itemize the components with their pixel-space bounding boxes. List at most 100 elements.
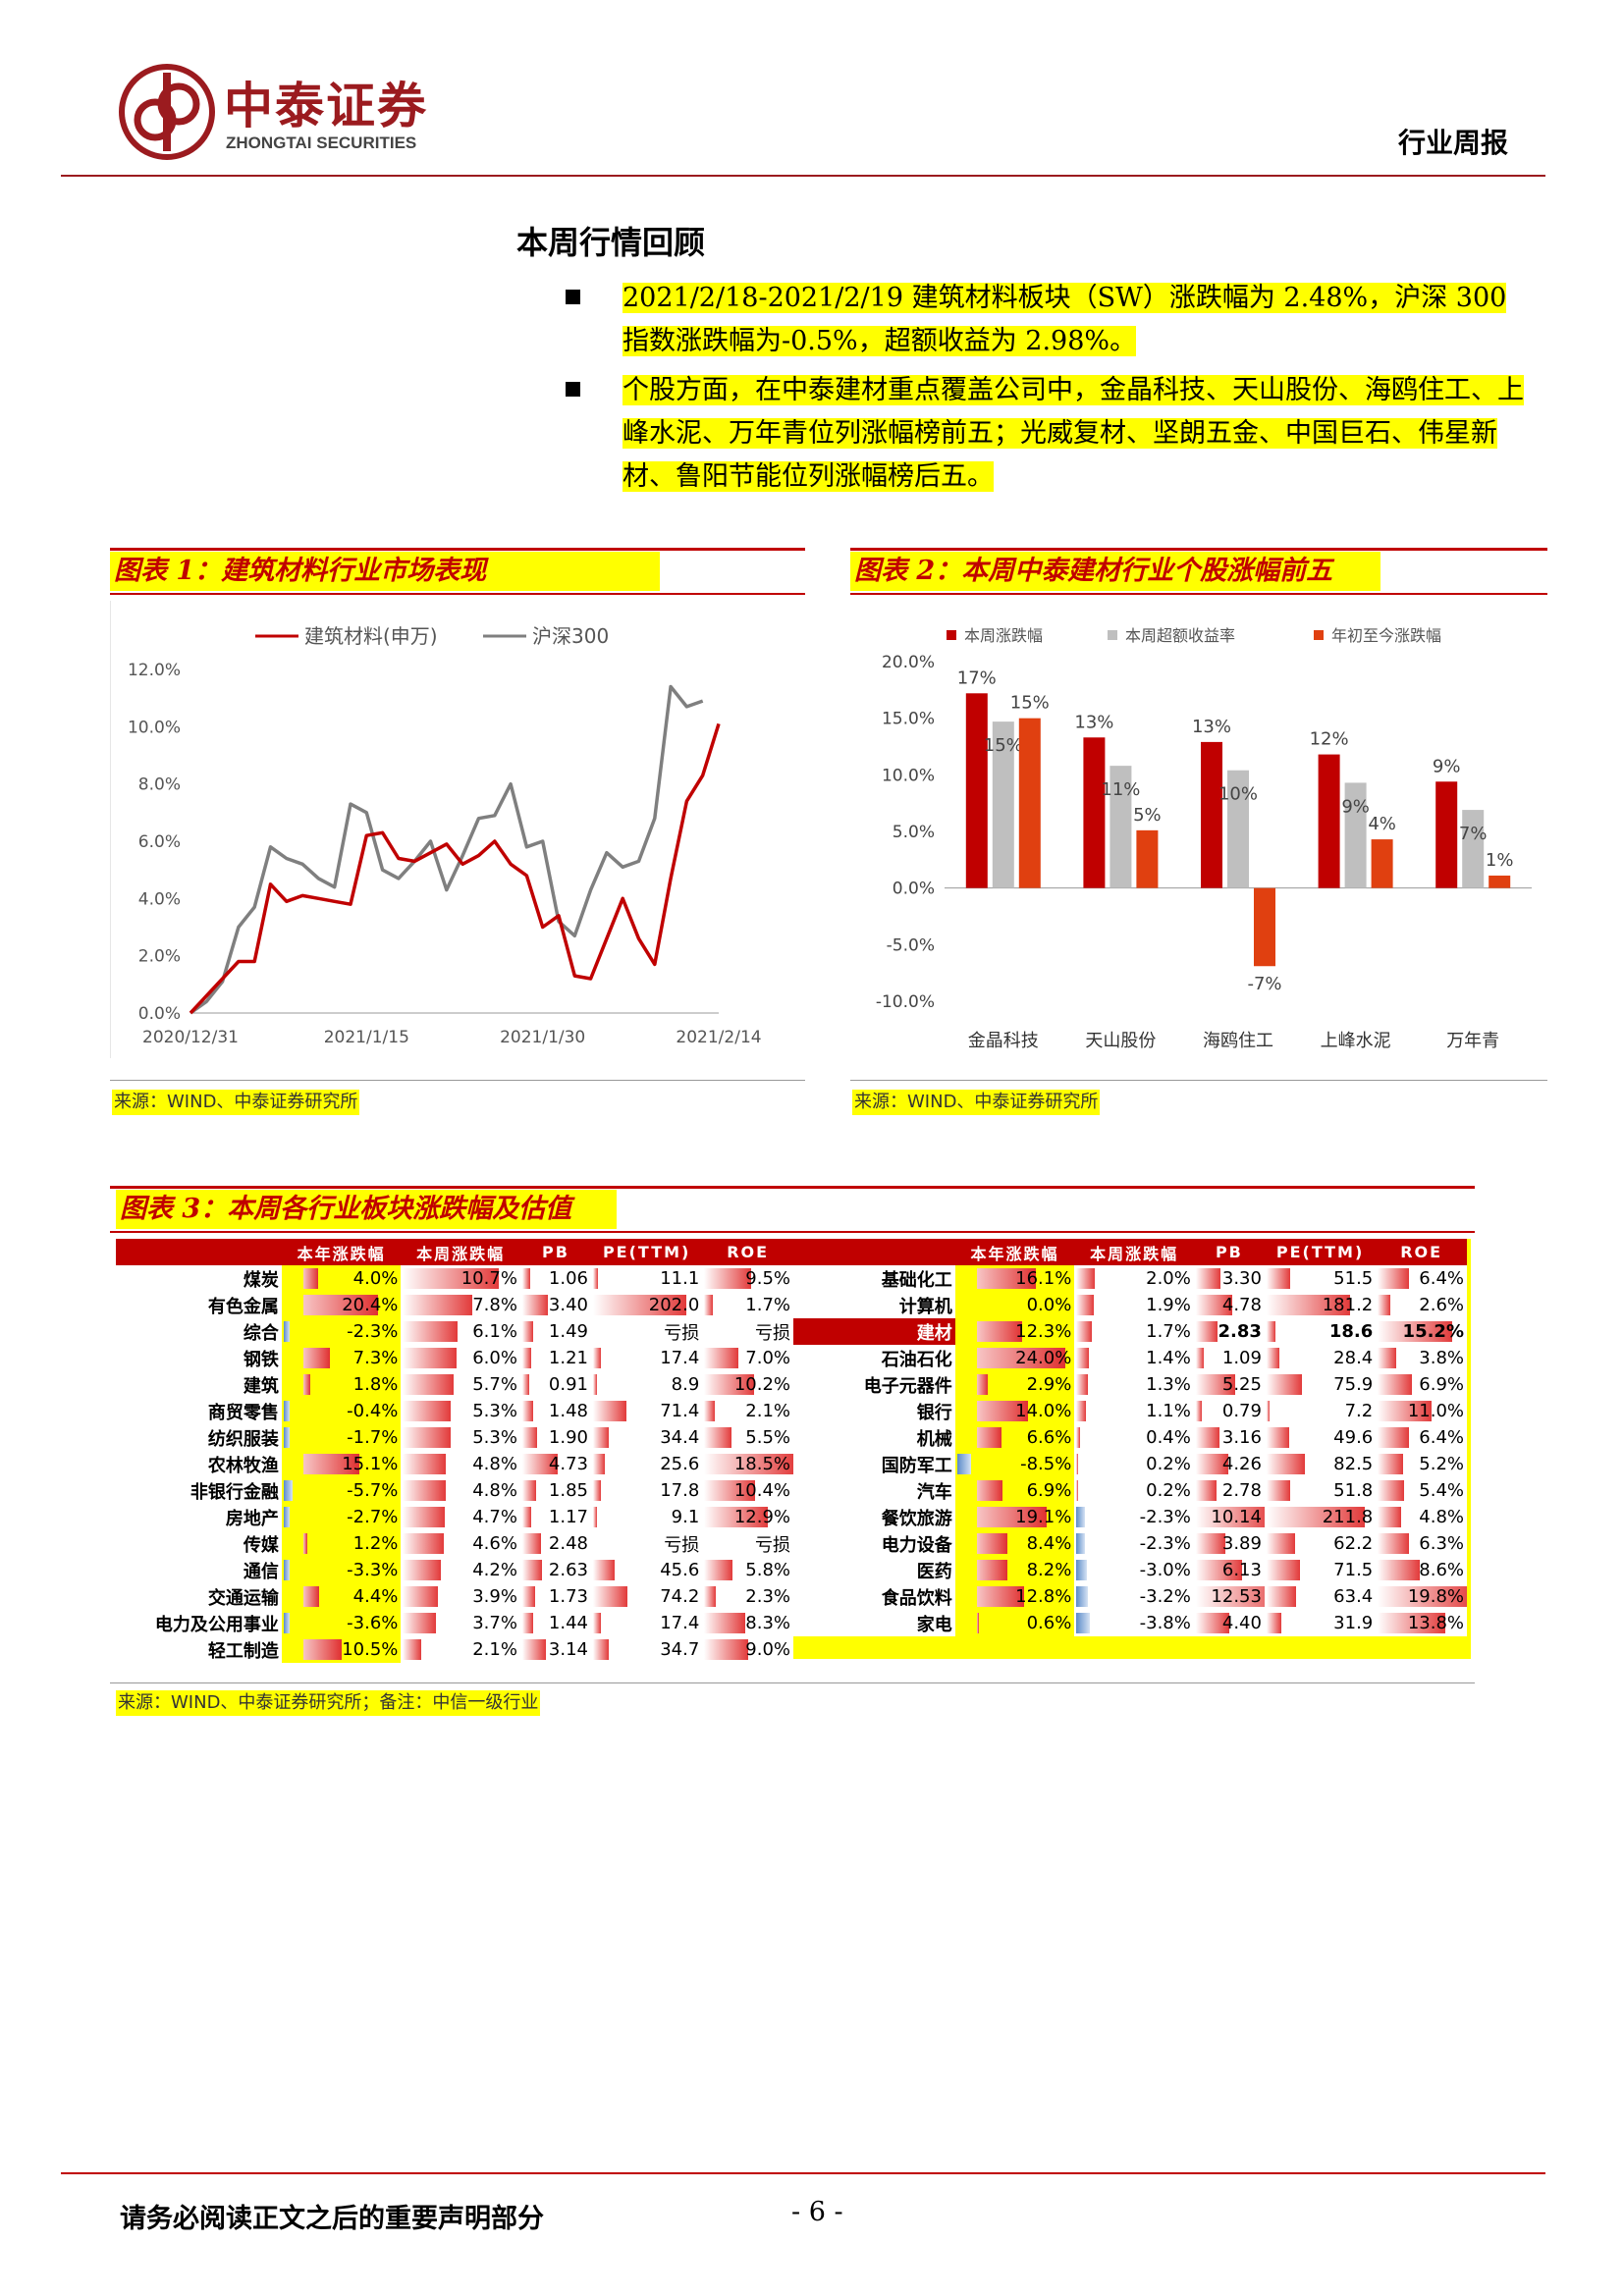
cell-value: 19.1% — [1015, 1507, 1072, 1527]
cell-pb: 2.48 — [520, 1530, 591, 1557]
data-bar — [302, 1374, 310, 1395]
cell-pb: 3.16 — [1194, 1424, 1265, 1451]
bar — [1227, 770, 1249, 888]
sector-name: 建材 — [793, 1318, 955, 1345]
cell-value: 2.48 — [548, 1533, 588, 1554]
table-row: 煤炭 4.0% 10.7% 1.06 11.1 9.5% — [116, 1265, 793, 1292]
data-bar — [976, 1348, 1065, 1368]
x-tick-label: 2021/1/30 — [500, 1028, 585, 1047]
cell-value: 15.2% — [1402, 1321, 1464, 1342]
bar — [965, 693, 988, 888]
legend-label: 建筑材料(申万) — [304, 624, 438, 648]
cell-pe: 7.2 — [1265, 1398, 1376, 1424]
sector-name: 通信 — [243, 1561, 279, 1582]
data-bar — [302, 1586, 320, 1607]
table-row: 计算机 0.0% 1.9% 4.78 181.2 2.6% — [793, 1292, 1467, 1318]
data-bar — [521, 1348, 532, 1368]
cell-value: 25.6 — [660, 1454, 700, 1474]
cell-value: 45.6 — [660, 1560, 700, 1580]
cell-week: 4.6% — [401, 1530, 520, 1557]
column-header: ROE — [702, 1239, 793, 1265]
cell-value: 17.8 — [660, 1480, 700, 1501]
cell-value: 0.91 — [548, 1374, 588, 1395]
x-tick-label: 2021/2/14 — [676, 1028, 761, 1047]
cell-ytd: 6.6% — [954, 1424, 1075, 1451]
cell-value: 12.8% — [1015, 1586, 1072, 1607]
data-bar — [1378, 1613, 1446, 1633]
data-bar — [1195, 1613, 1229, 1633]
cell-value: 1.44 — [548, 1613, 588, 1633]
data-bar — [1195, 1454, 1228, 1474]
cell-pb: 3.30 — [1194, 1265, 1265, 1292]
data-bar — [1076, 1321, 1092, 1342]
cell-value: 10.14 — [1211, 1507, 1262, 1527]
cell-pe: 181.2 — [1265, 1292, 1376, 1318]
series-line — [189, 722, 721, 1015]
bar — [1136, 829, 1159, 888]
cell-value: 1.2% — [352, 1533, 399, 1554]
cell-pe: 82.5 — [1265, 1451, 1376, 1477]
sector-name: 建筑 — [243, 1375, 279, 1397]
cell-value: 34.4 — [660, 1427, 700, 1448]
summary-bullets: 2021/2/18-2021/2/19 建筑材料板块（SW）涨跌幅为 2.48%… — [562, 277, 1532, 505]
cell-value: 8.4% — [1026, 1533, 1072, 1554]
figure1-bottom-rule — [110, 593, 805, 595]
cell-value: 2.83 — [1218, 1321, 1262, 1342]
cell-ytd: -2.7% — [281, 1504, 402, 1530]
data-bar — [1195, 1401, 1202, 1421]
x-category-label: 海鸥住工 — [1203, 1031, 1273, 1051]
data-bar — [1378, 1295, 1391, 1315]
cell-pe: 211.8 — [1265, 1504, 1376, 1530]
cell-value: 0.2% — [1146, 1480, 1191, 1501]
column-header: PB — [1193, 1239, 1265, 1265]
sector-name: 电子元器件 — [863, 1375, 952, 1397]
cell-value: 10.4% — [733, 1480, 790, 1501]
cell-value: 5.25 — [1221, 1374, 1262, 1395]
y-tick-label: 10.0% — [882, 766, 935, 785]
cell-value: -3.0% — [1139, 1560, 1191, 1580]
cell-pe: 亏损 — [591, 1318, 702, 1345]
cell-value: 71.5 — [1333, 1560, 1374, 1580]
sector-name: 餐饮旅游 — [881, 1508, 952, 1529]
cell-pe: 8.9 — [591, 1371, 702, 1398]
sector-name: 有色金属 — [207, 1296, 279, 1317]
data-bar — [1195, 1268, 1221, 1289]
data-bar — [1378, 1533, 1409, 1554]
column-header: PB — [519, 1239, 591, 1265]
column-header: ROE — [1376, 1239, 1467, 1265]
cell-value: 14.0% — [1015, 1401, 1072, 1421]
cell-pb: 3.89 — [1194, 1530, 1265, 1557]
data-bar — [302, 1295, 379, 1315]
cell-value: 71.4 — [660, 1401, 700, 1421]
column-header: PE(TTM) — [1264, 1239, 1377, 1265]
cell-roe: 1.7% — [702, 1292, 793, 1318]
figure3-bottom-rule — [110, 1231, 1475, 1233]
figure1-frame-rule — [110, 1080, 805, 1081]
figure3-frame-rule — [110, 1682, 1475, 1683]
cell-value: 11.1 — [660, 1268, 700, 1289]
data-label: 17% — [957, 667, 997, 688]
cell-value: 63.4 — [1333, 1586, 1374, 1607]
cell-value: 12.53 — [1211, 1586, 1262, 1607]
table-row: 商贸零售 -0.4% 5.3% 1.48 71.4 2.1% — [116, 1398, 793, 1424]
data-bar — [1266, 1401, 1271, 1421]
data-bar — [593, 1401, 626, 1421]
cell-value: 2.6% — [1419, 1295, 1464, 1315]
cell-pb: 4.26 — [1194, 1451, 1265, 1477]
data-bar — [1195, 1374, 1236, 1395]
logo-chinese: 中泰证券 — [224, 78, 428, 134]
y-tick-label: 0.0% — [893, 880, 935, 899]
data-bar — [1076, 1454, 1079, 1474]
sector-name: 计算机 — [898, 1296, 952, 1317]
cell-week: 4.8% — [401, 1477, 520, 1504]
data-bar — [593, 1639, 610, 1660]
cell-value: 9.0% — [745, 1639, 790, 1660]
cell-value: 16.1% — [1015, 1268, 1072, 1289]
legend-label: 年初至今涨跌幅 — [1331, 626, 1441, 645]
data-bar — [593, 1480, 602, 1501]
data-bar — [1076, 1586, 1088, 1607]
x-tick-label: 2021/1/15 — [324, 1028, 409, 1047]
cell-value: 34.7 — [660, 1639, 700, 1660]
data-bar — [593, 1586, 627, 1607]
cell-pe: 25.6 — [591, 1451, 702, 1477]
